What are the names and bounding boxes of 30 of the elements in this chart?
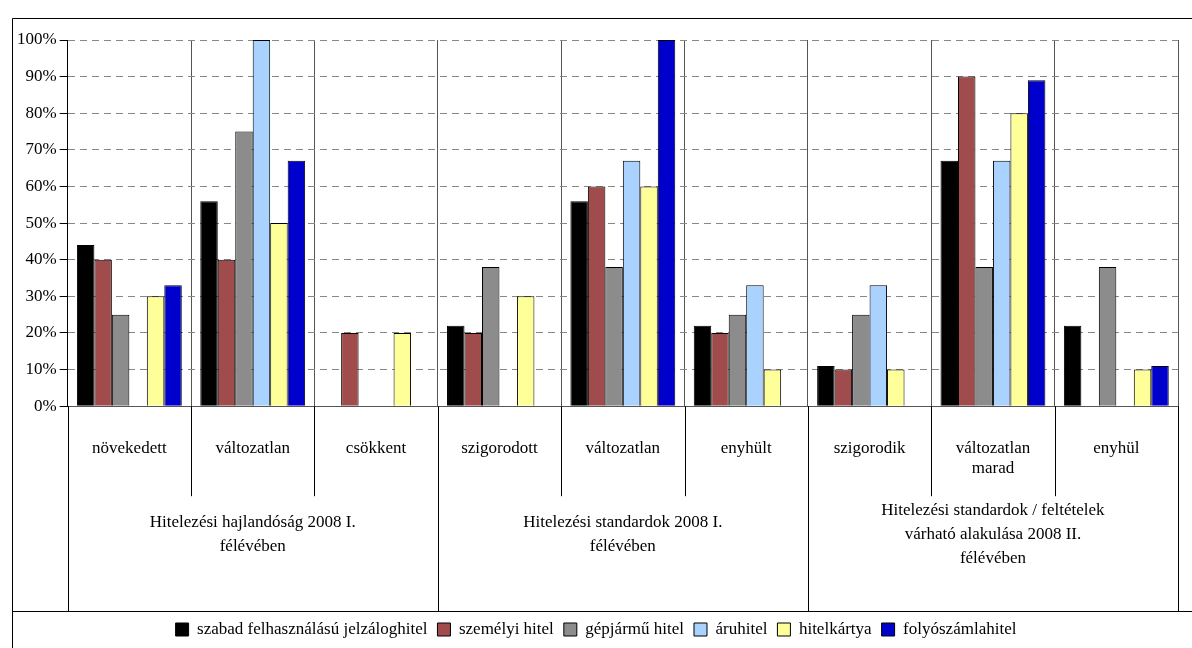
x-tick-label: növekedett [92,437,167,457]
y-tick-label: 90% [25,66,57,86]
legend-label: áruhitel [715,618,768,638]
x-tick-label: változatlan [585,437,661,457]
legend-label: gépjármű hitel [585,618,685,638]
y-tick-label: 40% [25,249,57,269]
y-tick-label: 50% [25,212,57,232]
y-tick-label: 20% [25,322,57,342]
x-tick-label: enyhül [1093,437,1140,457]
x-tick-label: csökkent [345,437,407,457]
x-tick-label: változatlan [215,437,291,457]
y-tick-label: 60% [25,175,57,195]
legend-label: személyi hitel [458,618,555,638]
y-tick-label: 80% [25,102,57,122]
y-tick-label: 0% [33,395,57,415]
x-tick-label: enyhült [720,437,772,457]
y-tick-label: 10% [25,359,57,379]
y-tick-label: 100% [16,29,57,49]
legend-label: folyószámlahitel [903,618,1017,638]
x-tick-label: változatlan marad [955,437,1031,478]
x-tick-label: szigorodott [461,437,538,457]
bar [1063,325,1082,406]
legend-label: hitelkártya [798,618,873,638]
text: Hitelezési standardok 2008 I. félévében [523,511,723,555]
legend-label: szabad felhasználású jelzáloghitel [197,618,428,638]
text: Hitelezési standardok / feltételek várható alakulása 2008 II. félévében [881,499,1106,567]
x-tick-label: szigorodik [833,437,906,457]
y-tick-label: 70% [25,139,57,159]
y-tick-label: 30% [25,285,57,305]
text: Hitelezési hajlandóság 2008 I. félévében [149,511,356,555]
